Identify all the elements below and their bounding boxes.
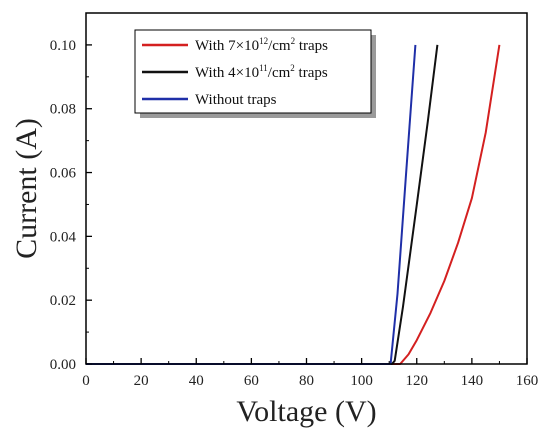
x-tick-label: 100	[350, 373, 373, 389]
y-axis-title: Current (A)	[10, 118, 43, 259]
y-tick-label: 0.00	[50, 357, 76, 373]
legend: With 7×1012/cm2 traps With 4×1011/cm2 tra…	[134, 29, 376, 118]
x-axis-title: Voltage (V)	[236, 395, 376, 428]
x-tick-label: 140	[461, 373, 484, 389]
legend-label-1: With 7×1012/cm2 traps	[195, 36, 328, 54]
y-tick-label: 0.02	[50, 293, 76, 309]
x-tick-label: 20	[134, 373, 149, 389]
y-tick-label: 0.10	[50, 38, 76, 54]
x-tick-label: 40	[189, 373, 204, 389]
x-tick-label: 80	[299, 373, 314, 389]
x-tick-label: 120	[406, 373, 429, 389]
legend-label-3: Without traps	[195, 92, 277, 108]
y-tick-label: 0.06	[50, 166, 77, 182]
y-tick-label: 0.08	[50, 102, 76, 118]
x-tick-label: 160	[516, 373, 539, 389]
axis-layer: 0 20 40 60 80 100 120 140 160 0.00 0.02 0.04 0.06 0.0…	[50, 12, 539, 389]
y-tick-label: 0.04	[50, 229, 77, 245]
x-tick-label: 0	[82, 373, 90, 389]
x-tick-label: 60	[244, 373, 259, 389]
legend-label-2: With 4×1011/cm2 traps	[195, 63, 328, 81]
